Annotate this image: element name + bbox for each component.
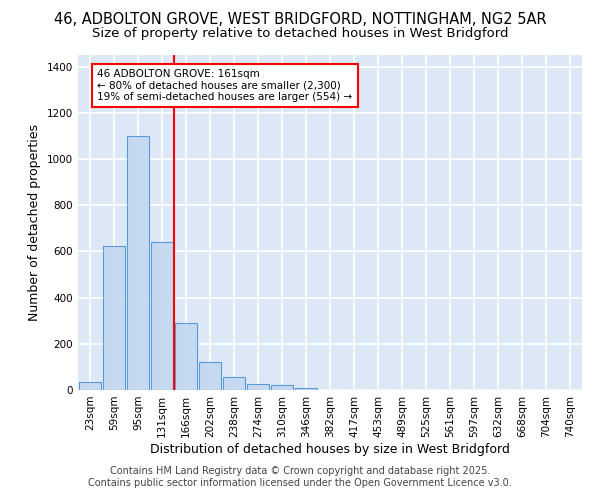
Bar xyxy=(151,242,173,390)
Bar xyxy=(127,136,149,390)
Y-axis label: Number of detached properties: Number of detached properties xyxy=(28,124,41,321)
Text: Contains HM Land Registry data © Crown copyright and database right 2025.
Contai: Contains HM Land Registry data © Crown c… xyxy=(88,466,512,487)
Bar xyxy=(247,384,269,390)
Bar xyxy=(103,246,125,390)
Bar xyxy=(271,385,293,390)
X-axis label: Distribution of detached houses by size in West Bridgford: Distribution of detached houses by size … xyxy=(150,442,510,456)
Bar xyxy=(79,382,101,390)
Bar xyxy=(295,388,317,390)
Text: Size of property relative to detached houses in West Bridgford: Size of property relative to detached ho… xyxy=(92,28,508,40)
Bar xyxy=(223,378,245,390)
Text: 46 ADBOLTON GROVE: 161sqm
← 80% of detached houses are smaller (2,300)
19% of se: 46 ADBOLTON GROVE: 161sqm ← 80% of detac… xyxy=(97,69,352,102)
Bar xyxy=(199,362,221,390)
Bar xyxy=(175,323,197,390)
Text: 46, ADBOLTON GROVE, WEST BRIDGFORD, NOTTINGHAM, NG2 5AR: 46, ADBOLTON GROVE, WEST BRIDGFORD, NOTT… xyxy=(53,12,547,28)
